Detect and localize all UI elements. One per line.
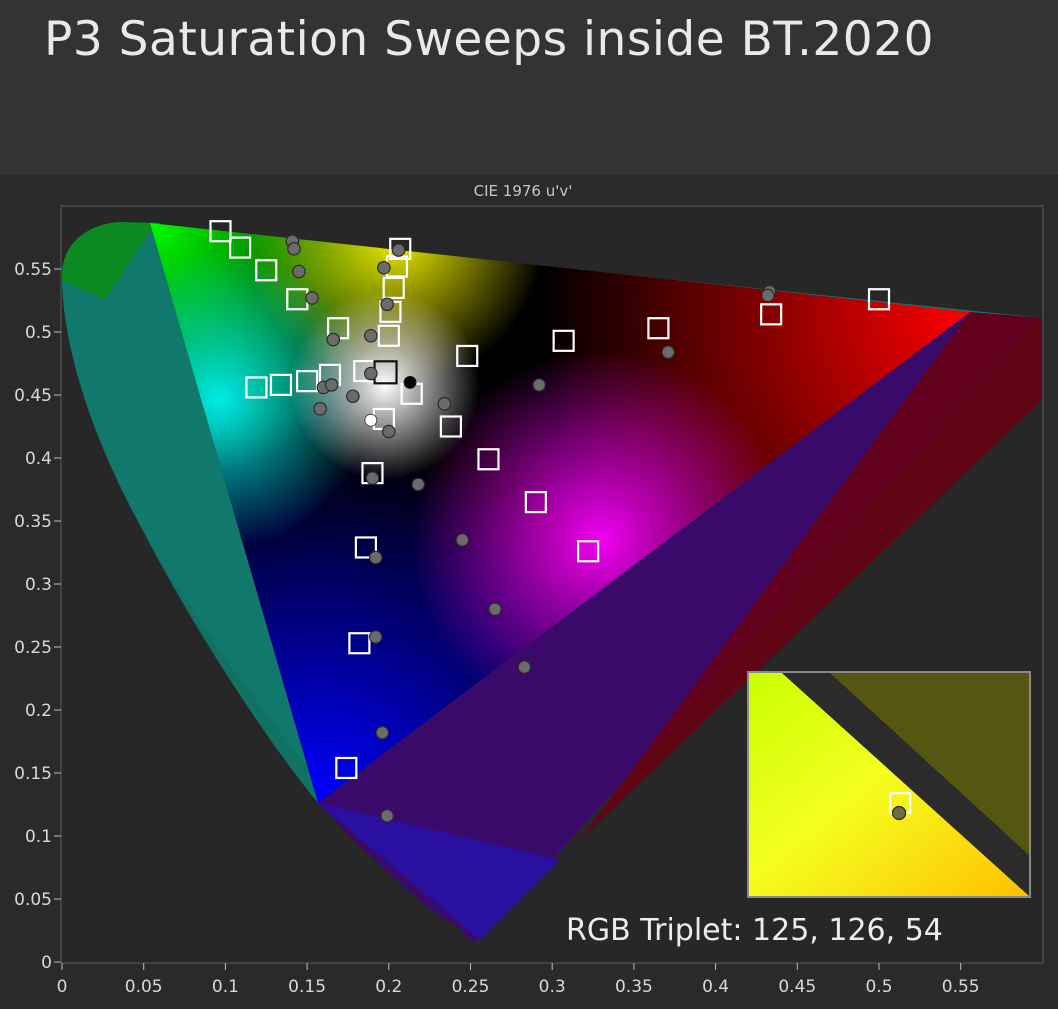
- x-tick-label: 0.2: [375, 977, 402, 997]
- measured-point: [365, 471, 380, 485]
- measured-point: [292, 264, 306, 279]
- x-tick-label: 0: [57, 977, 68, 997]
- rgb-triplet-label: RGB Triplet: 125, 126, 54: [566, 913, 943, 948]
- axes: 0 0.05 0.1 0.15 0.2 0.25 0.3 0.35 0.4 0.45 0.5 0.55…: [14, 260, 979, 997]
- y-tick-label: 0.5: [25, 323, 52, 343]
- target-square: [335, 756, 358, 780]
- measured-point: [411, 477, 426, 492]
- target-square: [209, 220, 232, 243]
- target-square: [577, 540, 600, 563]
- x-tick-label: 0.1: [212, 977, 239, 997]
- target-square: [245, 376, 268, 399]
- measured-point: [364, 328, 378, 343]
- y-tick-label: 0.15: [14, 764, 52, 784]
- x-tick-label: 0.05: [125, 977, 163, 997]
- measured-point: [324, 378, 339, 392]
- x-tick-label: 0.3: [539, 977, 566, 997]
- measured-point: [381, 424, 396, 439]
- inset-markers: [889, 791, 912, 821]
- x-tick-label: 0.5: [865, 977, 892, 997]
- target-square: [760, 303, 783, 326]
- measured-point: [661, 345, 676, 359]
- target-square: [296, 370, 319, 393]
- target-square: [552, 329, 575, 352]
- measured-point: [364, 366, 378, 381]
- chart-title: CIE 1976 u'v': [474, 182, 573, 200]
- measured-point: [287, 242, 301, 256]
- target-square: [382, 276, 405, 299]
- target-square: [269, 373, 293, 397]
- black-level-point: [403, 375, 417, 389]
- measured-point: [368, 630, 383, 644]
- measured-point: [377, 260, 391, 275]
- target-square: [255, 259, 278, 282]
- target-square: [389, 237, 412, 260]
- y-tick-label: 0.55: [14, 260, 52, 280]
- y-tick-label: 0.05: [14, 890, 52, 910]
- measured-point: [391, 243, 406, 257]
- target-square: [354, 536, 378, 559]
- measured-point: [488, 602, 502, 616]
- measured-point: [761, 288, 775, 303]
- target-square: [439, 415, 462, 438]
- measured-point: [455, 533, 470, 547]
- x-tick-label: 0.35: [615, 977, 653, 997]
- x-tick-label: 0.55: [942, 977, 980, 997]
- measured-point: [368, 550, 383, 565]
- measured-point: [380, 297, 394, 312]
- measured-point: [313, 402, 327, 416]
- target-square: [456, 344, 479, 368]
- white-level-point: [364, 413, 378, 427]
- y-tick-label: 0.4: [25, 449, 52, 469]
- x-tick-label: 0.45: [778, 977, 816, 997]
- measured-point: [380, 809, 394, 823]
- page-title: P3 Saturation Sweeps inside BT.2020: [44, 12, 935, 67]
- header-bar: P3 Saturation Sweeps inside BT.2020: [0, 0, 1058, 175]
- measured-point: [532, 378, 546, 392]
- inset-zoom: [747, 671, 1031, 898]
- measured-point: [437, 397, 452, 411]
- reference-points: [364, 375, 417, 427]
- target-square: [229, 236, 252, 259]
- target-square: [477, 448, 500, 471]
- measured-markers: [285, 234, 777, 823]
- target-square: [348, 632, 371, 655]
- measured-point: [517, 660, 532, 674]
- y-tick-label: 0.2: [25, 701, 52, 721]
- target-square: [867, 288, 891, 311]
- measured-point: [375, 725, 390, 740]
- y-tick-label: 0.45: [14, 386, 52, 406]
- y-tick-label: 0.3: [25, 575, 52, 595]
- y-tick-label: 0: [41, 953, 52, 973]
- target-square: [377, 324, 400, 347]
- y-tick-label: 0.1: [25, 827, 52, 847]
- target-square: [524, 491, 547, 514]
- x-tick-label: 0.25: [452, 977, 490, 997]
- inset-measured-point: [891, 805, 907, 821]
- target-square: [647, 317, 670, 340]
- y-tick-label: 0.25: [14, 638, 52, 658]
- measured-point: [305, 291, 319, 305]
- measured-point: [346, 389, 360, 404]
- y-tick-label: 0.35: [14, 512, 52, 532]
- measured-point: [326, 332, 341, 347]
- x-tick-label: 0.4: [702, 977, 729, 997]
- x-tick-label: 0.15: [288, 977, 326, 997]
